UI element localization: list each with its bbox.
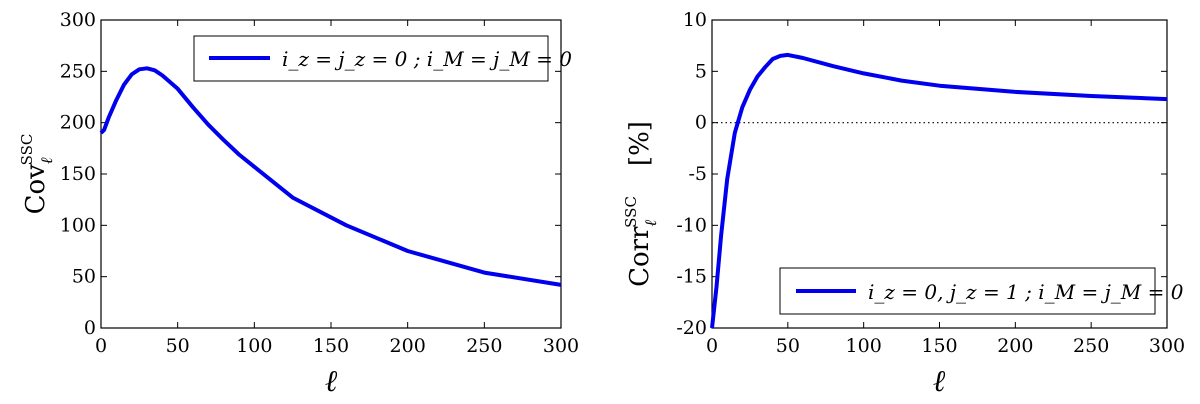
y-tick-label: -15 [676, 266, 707, 288]
y-tick-label: 10 [683, 9, 707, 31]
x-tick-label: 250 [466, 335, 502, 357]
legend-label: i_z = j_z = 0 ; i_M = j_M = 0 [282, 47, 572, 71]
y-label-sub: ℓ [37, 157, 56, 164]
series-layer [710, 52, 1168, 329]
tick-group: 0 50 100 150 200 250 300 0 50 100 150 200 250 300 [60, 9, 579, 357]
y-tick-label: 50 [72, 266, 96, 288]
series-line [710, 52, 1168, 329]
x-tick-label: 100 [846, 335, 882, 357]
x-tick-label: 200 [390, 335, 426, 357]
y-tick-label: 0 [84, 317, 96, 339]
x-tick-label: 150 [921, 335, 957, 357]
chart-correlation: 0 50 100 150 200 250 300 -20 -15 -10 -5 0 5 10 i_z = … [622, 9, 1185, 399]
y-label-sup: SSC [18, 134, 36, 166]
chart-covariance: 0 50 100 150 200 250 300 0 50 100 150 200 250 300 i_z… [18, 9, 579, 399]
y-tick-label: 200 [60, 112, 96, 134]
y-tick-label: -10 [676, 214, 707, 236]
y-tick-label: -5 [688, 163, 707, 185]
x-axis-label: ℓ [933, 364, 946, 399]
y-tick-label: -20 [676, 317, 707, 339]
y-tick-label: 100 [60, 214, 96, 236]
x-tick-label: 300 [543, 335, 579, 357]
svg-text:CovℓSSC: CovℓSSC [18, 134, 56, 215]
legend: i_z = 0, j_z = 1 ; i_M = j_M = 0 [779, 267, 1184, 315]
x-tick-label: 300 [1149, 335, 1185, 357]
x-tick-label: 200 [997, 335, 1033, 357]
series-line [99, 66, 562, 287]
x-tick-label: 0 [95, 335, 107, 357]
x-tick-label: 50 [776, 335, 800, 357]
tick-group: 0 50 100 150 200 250 300 -20 -15 -10 -5 0 5 10 [676, 9, 1185, 357]
svg-text:CorrℓSSC[%]: CorrℓSSC [%] [622, 121, 660, 287]
x-tick-label: 100 [236, 335, 272, 357]
y-label-sup: SSC [622, 196, 640, 228]
x-tick-label: 50 [166, 335, 190, 357]
y-tick-label: 300 [60, 9, 96, 31]
legend: i_z = j_z = 0 ; i_M = j_M = 0 [193, 35, 572, 82]
y-label-unit: [%] [625, 121, 655, 166]
y-label-sub: ℓ [641, 220, 660, 227]
y-tick-label: 250 [60, 60, 96, 82]
y-tick-label: 5 [695, 60, 707, 82]
x-tick-label: 150 [313, 335, 349, 357]
y-axis-label: CorrℓSSC [%] [622, 121, 660, 287]
legend-label: i_z = 0, j_z = 1 ; i_M = j_M = 0 [868, 280, 1184, 304]
series-layer [99, 66, 562, 287]
y-tick-label: 150 [60, 163, 96, 185]
y-label-main: Cov [21, 164, 51, 215]
y-axis-label: CovℓSSC [18, 134, 56, 215]
y-label-main: Corr [625, 226, 655, 287]
x-tick-label: 250 [1073, 335, 1109, 357]
x-axis-label: ℓ [325, 364, 338, 399]
y-tick-label: 0 [695, 112, 707, 134]
x-tick-label: 0 [706, 335, 718, 357]
